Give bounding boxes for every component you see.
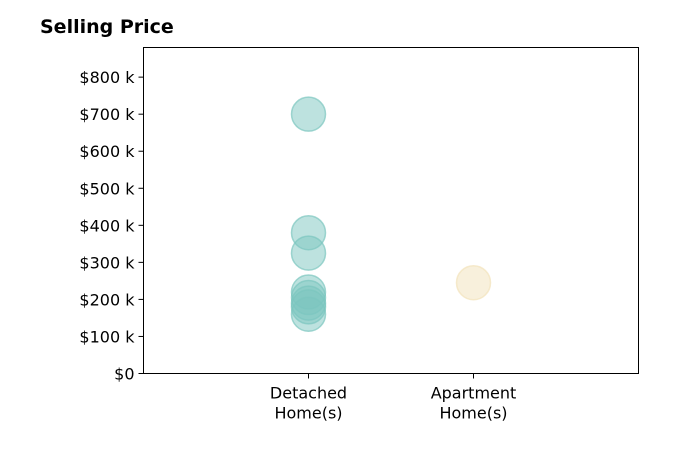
y-tick-label: $500 k <box>79 179 135 198</box>
plot-frame <box>143 47 639 374</box>
x-axis: Detached Home(s) Apartment Home(s) <box>270 373 517 423</box>
data-point <box>290 296 327 332</box>
x-tick-label: Detached Home(s) <box>270 384 347 423</box>
data-point <box>455 264 492 301</box>
y-tick-label: $400 k <box>79 216 135 235</box>
y-tick-label: $600 k <box>79 142 135 161</box>
y-tick-label: $300 k <box>79 253 135 272</box>
y-tick-label: $0 <box>114 365 134 384</box>
x-tick-label: Apartment Home(s) <box>431 384 517 423</box>
data-point <box>290 235 327 271</box>
y-tick-label: $700 k <box>79 105 135 124</box>
y-axis: $0 $100 k $200 k $300 k $400 k $500 k $600 k $7… <box>79 68 144 384</box>
chart-title: Selling Price <box>40 16 174 38</box>
y-tick-label: $200 k <box>79 290 135 309</box>
data-point <box>290 96 327 132</box>
y-tick-label: $100 k <box>79 327 135 346</box>
data-points <box>290 96 492 332</box>
y-tick-label: $800 k <box>79 68 135 87</box>
